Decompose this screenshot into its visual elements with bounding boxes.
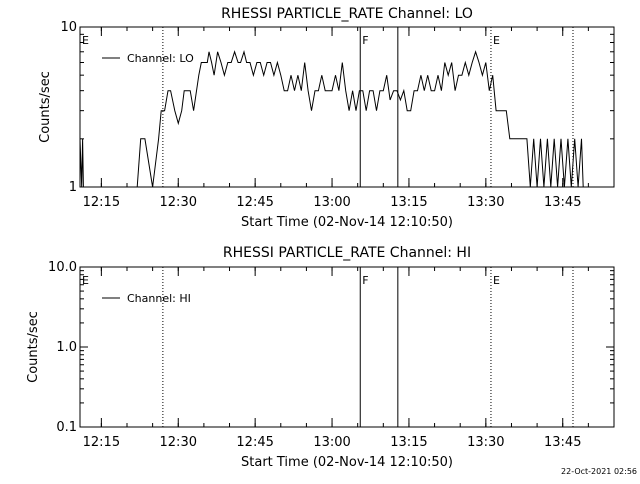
annotation-label: E <box>493 274 500 287</box>
x-tick-label: 13:00 <box>313 195 350 210</box>
y-tick-label: 10 <box>60 20 77 35</box>
x-tick-label: 13:15 <box>390 435 427 450</box>
y-tick-label: 1.0 <box>56 340 77 355</box>
chart-title: RHESSI PARTICLE_RATE Channel: HI <box>223 245 471 261</box>
x-tick-label: 13:15 <box>390 195 427 210</box>
annotation-label: F <box>362 274 368 287</box>
legend-label: Channel: LO <box>127 52 194 65</box>
x-tick-label: 13:00 <box>313 435 350 450</box>
x-tick-label: 13:45 <box>544 195 581 210</box>
y-axis-label: Counts/sec <box>38 71 53 143</box>
y-tick-label: 1 <box>69 180 77 195</box>
x-tick-label: 12:15 <box>83 435 120 450</box>
annotation-label: E <box>82 274 89 287</box>
series-line <box>79 49 584 188</box>
x-tick-label: 12:30 <box>160 435 197 450</box>
x-tick-label: 13:30 <box>467 195 504 210</box>
y-tick-label: 0.1 <box>56 420 77 435</box>
plot-frame-1 <box>79 266 615 428</box>
annotation-label: E <box>82 34 89 47</box>
y-axis-label: Counts/sec <box>26 311 41 383</box>
chart-title: RHESSI PARTICLE_RATE Channel: LO <box>221 6 473 22</box>
x-tick-label: 12:30 <box>160 195 197 210</box>
x-tick-label: 12:45 <box>236 195 273 210</box>
x-tick-label: 12:45 <box>236 435 273 450</box>
annotation-label: E <box>493 34 500 47</box>
x-axis-label: Start Time (02-Nov-14 12:10:50) <box>241 215 453 230</box>
x-axis-label: Start Time (02-Nov-14 12:10:50) <box>241 455 453 470</box>
annotation-label: F <box>362 34 368 47</box>
y-tick-label: 10.0 <box>48 260 77 275</box>
x-tick-label: 13:45 <box>544 435 581 450</box>
legend-label: Channel: HI <box>127 292 191 305</box>
plot-frame-0 <box>79 26 615 188</box>
x-tick-label: 12:15 <box>83 195 120 210</box>
x-tick-label: 13:30 <box>467 435 504 450</box>
